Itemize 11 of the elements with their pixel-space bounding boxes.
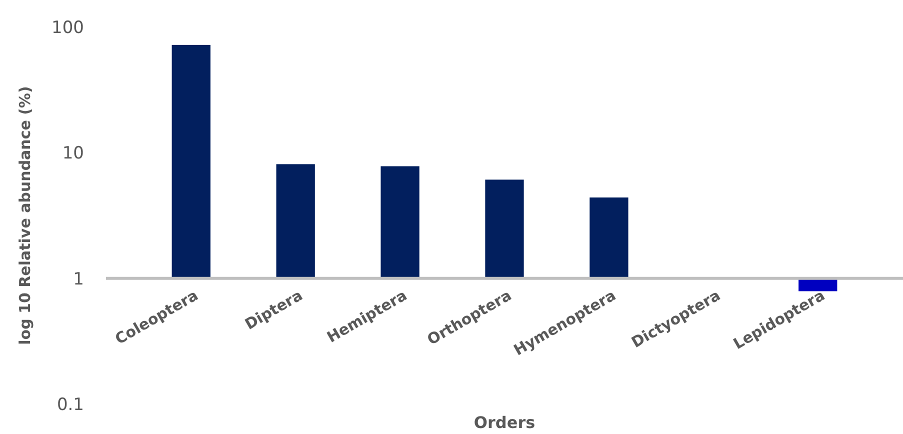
y-tick-label: 10: [62, 144, 84, 164]
y-tick-label: 100: [52, 18, 84, 38]
bar: [590, 197, 628, 278]
x-axis-title: Orders: [474, 413, 536, 432]
y-tick-label: 0.1: [56, 394, 84, 415]
bar: [485, 180, 524, 278]
y-tick-label: 1: [73, 269, 84, 290]
bar: [276, 164, 315, 278]
bar: [380, 166, 420, 278]
y-axis-title: log 10 Relative abundance (%): [16, 86, 34, 345]
bar: [172, 44, 210, 278]
